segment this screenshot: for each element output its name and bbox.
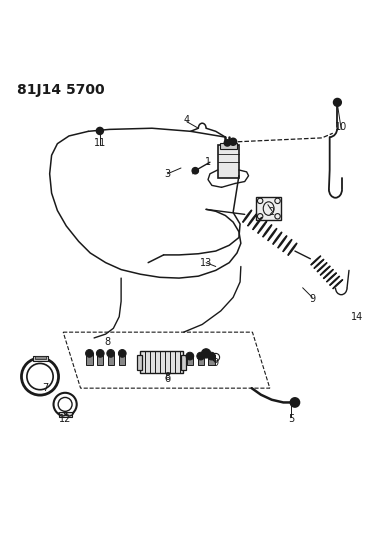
Circle shape <box>224 140 230 146</box>
Bar <box>119 353 125 365</box>
Circle shape <box>107 350 114 357</box>
Circle shape <box>96 350 104 357</box>
Bar <box>218 145 239 177</box>
Text: 10: 10 <box>335 123 347 133</box>
Text: 14: 14 <box>350 312 363 322</box>
Text: 5: 5 <box>288 414 294 424</box>
Text: 3: 3 <box>165 169 170 179</box>
Bar <box>33 357 48 361</box>
Bar <box>35 357 46 359</box>
Bar <box>137 354 142 369</box>
Text: 9: 9 <box>309 294 315 304</box>
Text: 7: 7 <box>43 383 49 393</box>
Text: 2: 2 <box>269 207 275 217</box>
Text: 13: 13 <box>200 257 212 268</box>
Circle shape <box>192 167 198 174</box>
Text: 81J14 5700: 81J14 5700 <box>17 83 105 97</box>
Text: 8: 8 <box>105 337 110 347</box>
Bar <box>59 413 72 417</box>
Bar <box>86 353 93 365</box>
Circle shape <box>86 350 93 357</box>
Circle shape <box>202 349 211 358</box>
Bar <box>187 356 193 365</box>
Bar <box>198 356 204 365</box>
Circle shape <box>290 398 300 407</box>
Bar <box>220 143 237 149</box>
Circle shape <box>197 352 205 360</box>
Text: 1: 1 <box>205 157 211 167</box>
Bar <box>256 197 281 220</box>
Text: 11: 11 <box>94 138 106 148</box>
Circle shape <box>230 138 237 145</box>
Circle shape <box>186 352 194 360</box>
Circle shape <box>335 100 339 104</box>
Text: 4: 4 <box>184 115 190 125</box>
Text: 9: 9 <box>213 358 219 368</box>
Bar <box>108 353 114 365</box>
Circle shape <box>96 127 103 134</box>
Bar <box>97 353 103 365</box>
Bar <box>181 354 186 369</box>
Text: 12: 12 <box>59 414 71 424</box>
Circle shape <box>333 99 341 106</box>
Circle shape <box>208 352 216 360</box>
Bar <box>140 351 183 373</box>
Bar <box>209 356 215 365</box>
Circle shape <box>118 350 126 357</box>
Text: 6: 6 <box>165 374 170 384</box>
Text: 8: 8 <box>165 372 170 382</box>
